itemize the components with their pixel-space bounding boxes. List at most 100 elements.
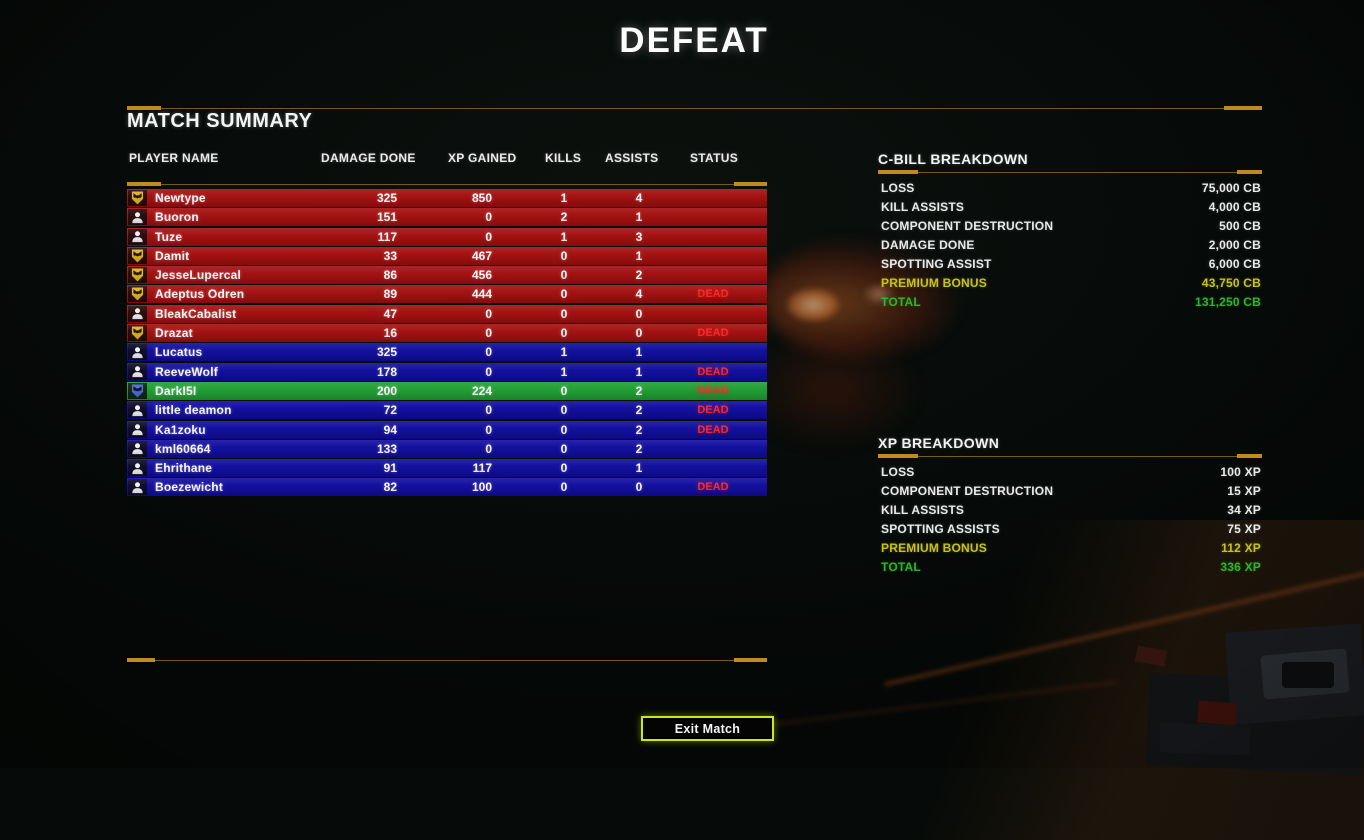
cbill-breakdown-heading: C-BILL BREAKDOWN xyxy=(878,151,1029,167)
breakdown-label: PREMIUM BONUS xyxy=(881,275,987,290)
assists-value: 3 xyxy=(635,229,643,244)
cbill-panel-rule xyxy=(878,170,1262,174)
damage-done-value: 325 xyxy=(376,345,397,360)
header-rule xyxy=(127,106,1262,110)
player-name: little deamon xyxy=(155,403,232,418)
damage-done-value: 91 xyxy=(383,461,397,476)
pilot-icon xyxy=(128,363,147,380)
kills-value: 1 xyxy=(560,364,568,379)
breakdown-label: SPOTTING ASSIST xyxy=(881,256,992,271)
kills-value: 1 xyxy=(560,229,568,244)
breakdown-value: 100 XP xyxy=(1220,464,1261,479)
kills-value: 0 xyxy=(560,248,568,263)
player-name: DarkI5I xyxy=(155,383,197,398)
pilot-icon xyxy=(128,228,147,245)
mech-wreckage xyxy=(1134,645,1168,667)
kills-value: 0 xyxy=(560,403,568,418)
damage-done-value: 151 xyxy=(376,210,397,225)
player-name: Ehrithane xyxy=(155,461,213,476)
pilot-icon xyxy=(128,460,147,477)
xp-gained-value: 0 xyxy=(485,345,492,360)
pilot-icon xyxy=(132,462,143,474)
player-name: Lucatus xyxy=(155,345,203,360)
xp-breakdown-list: LOSS 100 XP COMPONENT DESTRUCTION 15 XP KILL… xyxy=(878,462,1262,576)
damage-done-value: 86 xyxy=(383,268,397,283)
scoreboard: Newtype 325 850 1 4 Buoron 151 0 2 1 Tuze 117 0 1 3 Dam… xyxy=(127,189,767,498)
pilot-icon xyxy=(132,231,143,243)
status-value: DEAD xyxy=(697,288,729,301)
breakdown-label: KILL ASSISTS xyxy=(881,502,965,517)
breakdown-row: PREMIUM BONUS 43,750 CB xyxy=(878,273,1262,292)
assists-value: 2 xyxy=(635,268,643,283)
assists-value: 4 xyxy=(635,287,643,302)
mech-wreckage xyxy=(1282,662,1334,688)
breakdown-label: COMPONENT DESTRUCTION xyxy=(881,218,1054,233)
assists-value: 4 xyxy=(635,191,643,205)
breakdown-value: 6,000 CB xyxy=(1208,256,1261,271)
cbill-breakdown-list: LOSS 75,000 CB KILL ASSISTS 4,000 CB COMPONE… xyxy=(878,178,1262,311)
terrain-edge-streak xyxy=(884,565,1364,687)
assists-value: 1 xyxy=(635,364,643,379)
pilot-icon xyxy=(132,347,143,358)
unit-badge-icon xyxy=(128,325,147,342)
breakdown-row: TOTAL 336 XP xyxy=(878,557,1262,576)
kills-value: 0 xyxy=(560,306,568,321)
player-name: Buoron xyxy=(155,210,199,225)
xp-panel-rule xyxy=(878,454,1262,458)
damage-done-value: 178 xyxy=(376,364,397,379)
fire-hotspot xyxy=(786,288,840,322)
unit-badge-icon xyxy=(131,249,144,263)
breakdown-row: TOTAL 131,250 CB xyxy=(878,292,1262,311)
breakdown-label: TOTAL xyxy=(881,294,921,309)
assists-value: 0 xyxy=(635,326,643,341)
breakdown-value: 75,000 CB xyxy=(1201,180,1261,195)
status-value: DEAD xyxy=(697,365,729,378)
breakdown-row: SPOTTING ASSISTS 75 XP xyxy=(878,519,1262,538)
pilot-icon xyxy=(128,421,147,438)
kills-value: 0 xyxy=(560,422,568,437)
player-row: Ka1zoku 94 0 0 2 DEAD xyxy=(127,420,767,439)
xp-gained-value: 224 xyxy=(471,383,492,398)
damage-done-value: 325 xyxy=(376,191,397,205)
player-name: Ka1zoku xyxy=(155,422,206,437)
damage-done-value: 72 xyxy=(383,403,397,418)
unit-badge-icon xyxy=(128,382,147,399)
player-name: Damit xyxy=(155,248,190,263)
breakdown-value: 131,250 CB xyxy=(1194,294,1261,309)
xp-gained-value: 0 xyxy=(485,326,492,341)
breakdown-row: LOSS 75,000 CB xyxy=(878,178,1262,197)
exit-match-button[interactable]: Exit Match xyxy=(641,716,774,741)
mech-wreckage xyxy=(1260,648,1350,700)
pilot-icon xyxy=(132,482,143,494)
unit-badge-icon xyxy=(128,267,147,284)
assists-value: 1 xyxy=(635,461,643,476)
breakdown-value: 112 XP xyxy=(1221,540,1261,555)
player-name: Adeptus Odren xyxy=(155,287,245,302)
player-name: Tuze xyxy=(155,229,183,244)
xp-gained-value: 456 xyxy=(471,268,492,283)
xp-gained-value: 0 xyxy=(485,441,492,456)
column-header-assists: ASSISTS xyxy=(605,151,659,165)
damage-done-value: 133 xyxy=(376,441,397,456)
breakdown-value: 500 CB xyxy=(1219,218,1261,233)
player-row: Lucatus 325 0 1 1 xyxy=(127,343,767,362)
player-row: Buoron 151 0 2 1 xyxy=(127,208,767,227)
breakdown-label: COMPONENT DESTRUCTION xyxy=(881,483,1054,498)
breakdown-value: 4,000 CB xyxy=(1208,199,1261,214)
breakdown-label: DAMAGE DONE xyxy=(881,237,975,252)
breakdown-value: 336 XP xyxy=(1220,559,1261,574)
unit-badge-icon xyxy=(131,384,144,398)
kills-value: 1 xyxy=(560,345,568,360)
breakdown-value: 34 XP xyxy=(1227,502,1261,517)
mech-wreckage xyxy=(1145,672,1364,776)
player-row: Adeptus Odren 89 444 0 4 DEAD xyxy=(127,285,767,304)
kills-value: 0 xyxy=(560,268,568,283)
player-row: Boezewicht 82 100 0 0 DEAD xyxy=(127,478,767,497)
kills-value: 0 xyxy=(560,441,568,456)
damage-done-value: 200 xyxy=(376,383,397,398)
player-row: Ehrithane 91 117 0 1 xyxy=(127,459,767,478)
player-name: Newtype xyxy=(155,191,206,205)
breakdown-row: KILL ASSISTS 34 XP xyxy=(878,500,1262,519)
breakdown-row: PREMIUM BONUS 112 XP xyxy=(878,538,1262,557)
table-top-rule xyxy=(127,182,767,186)
